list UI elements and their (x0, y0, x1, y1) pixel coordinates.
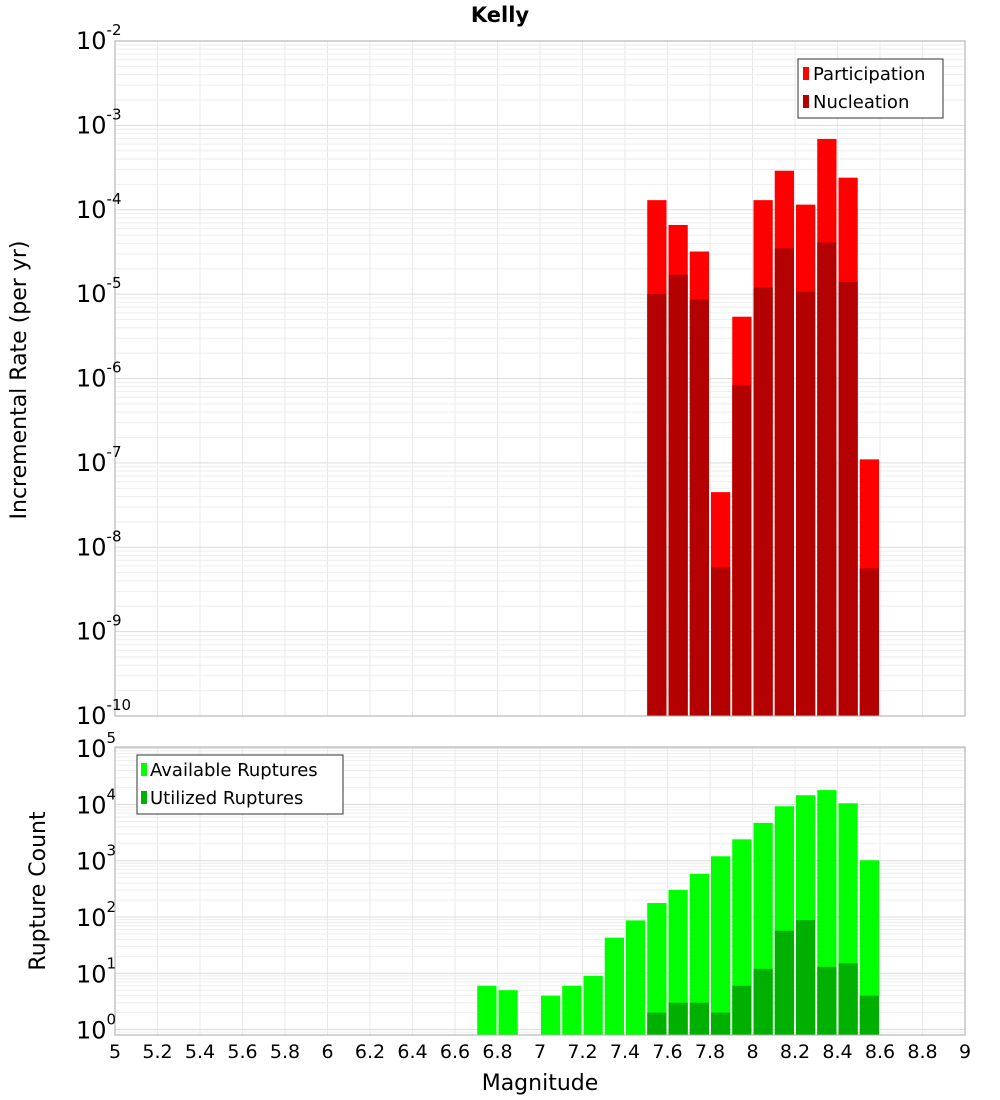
bar-nucleation (711, 567, 731, 716)
x-axis-label: Magnitude (482, 1071, 599, 1096)
top-legend: Participation Nucleation (797, 58, 944, 119)
chart-title: Kelly (471, 3, 530, 27)
bar-available-ruptures (711, 856, 731, 1035)
legend-label-nucleation: Nucleation (813, 92, 909, 113)
legend-swatch-utilized (141, 791, 147, 804)
bar-available-ruptures (562, 985, 582, 1035)
x-tick-label: 8.2 (780, 1041, 810, 1063)
y-tick-label: 10-2 (76, 21, 122, 55)
bar-available-ruptures (859, 860, 879, 1035)
bar-nucleation (838, 281, 858, 716)
x-tick-label: 6.6 (440, 1041, 470, 1063)
bar-utilized-ruptures (774, 930, 794, 1035)
bar-nucleation (689, 299, 709, 716)
y-tick-label: 10-8 (76, 527, 122, 561)
bar-nucleation (859, 568, 879, 716)
bar-utilized-ruptures (689, 1002, 709, 1035)
top-plot-frame (114, 40, 966, 717)
y-tick-label: 101 (76, 954, 116, 988)
y-tick-label: 10-7 (76, 443, 122, 477)
top-y-axis-label: Incremental Rate (per yr) (7, 241, 32, 520)
bar-utilized-ruptures (668, 1002, 688, 1035)
bar-utilized-ruptures (732, 985, 752, 1035)
y-tick-label: 100 (76, 1011, 116, 1045)
x-tick-label: 9 (959, 1041, 971, 1063)
y-tick-label: 104 (76, 785, 116, 819)
bar-available-ruptures (689, 873, 709, 1035)
x-tick-label: 7.4 (610, 1041, 640, 1063)
bottom-bars (477, 790, 879, 1035)
x-ticks: 5 5.2 5.4 5.6 5.8 6 6.2 6.4 6.6 6.8 7 7.2 7.4 7.6 7.8 8… (109, 1041, 971, 1063)
y-tick-label: 102 (76, 898, 116, 932)
legend-label-available: Available Ruptures (150, 760, 318, 781)
y-tick-label: 10-6 (76, 359, 122, 393)
bar-available-ruptures (541, 995, 561, 1035)
bottom-plot-frame (114, 746, 966, 1036)
top-grid (114, 40, 966, 717)
legend-swatch-nucleation (803, 95, 809, 108)
x-tick-label: 8.4 (822, 1041, 852, 1063)
x-tick-label: 6 (321, 1041, 333, 1063)
x-tick-label: 7 (534, 1041, 546, 1063)
top-bars (647, 138, 879, 717)
top-y-ticks: 10-10 10-9 10-8 10-7 10-6 10-5 10-4 10-3 10-2 (76, 21, 131, 730)
bar-available-ruptures (647, 903, 667, 1035)
bar-available-ruptures (604, 937, 624, 1035)
bar-utilized-ruptures (711, 1012, 731, 1035)
bar-nucleation (732, 385, 752, 716)
legend-swatch-available (141, 763, 147, 776)
bar-available-ruptures (477, 985, 497, 1035)
bar-utilized-ruptures (838, 963, 858, 1035)
bar-nucleation (647, 294, 667, 716)
y-tick-label: 10-5 (76, 274, 122, 308)
y-tick-label: 10-9 (76, 612, 122, 646)
bar-available-ruptures (626, 920, 646, 1035)
x-tick-label: 5.2 (142, 1041, 172, 1063)
bar-nucleation (668, 274, 688, 716)
bar-utilized-ruptures (817, 966, 837, 1035)
bottom-legend: Available Ruptures Utilized Ruptures (136, 754, 344, 815)
x-tick-label: 6.8 (482, 1041, 512, 1063)
bar-utilized-ruptures (647, 1012, 667, 1035)
bar-nucleation (753, 287, 773, 716)
legend-label-participation: Participation (813, 64, 925, 85)
x-tick-label: 8.6 (865, 1041, 895, 1063)
x-tick-label: 7.6 (652, 1041, 682, 1063)
x-tick-label: 7.8 (695, 1041, 725, 1063)
bottom-y-axis-label: Rupture Count (26, 811, 51, 971)
bar-nucleation (796, 291, 816, 716)
y-tick-label: 10-10 (76, 696, 131, 730)
x-tick-label: 8.8 (907, 1041, 937, 1063)
bar-available-ruptures (668, 889, 688, 1035)
bar-utilized-ruptures (859, 995, 879, 1035)
legend-label-utilized: Utilized Ruptures (150, 788, 303, 809)
bar-nucleation (817, 242, 837, 716)
y-tick-label: 103 (76, 842, 116, 876)
x-tick-label: 5.4 (185, 1041, 215, 1063)
x-tick-label: 5 (109, 1041, 121, 1063)
x-tick-label: 8 (746, 1041, 758, 1063)
x-tick-label: 5.6 (227, 1041, 257, 1063)
y-tick-label: 105 (76, 729, 116, 763)
y-tick-label: 10-3 (76, 105, 122, 139)
x-tick-label: 6.2 (355, 1041, 385, 1063)
x-tick-label: 5.8 (270, 1041, 300, 1063)
y-tick-label: 10-4 (76, 190, 122, 224)
x-tick-label: 6.4 (397, 1041, 427, 1063)
bar-utilized-ruptures (753, 968, 773, 1035)
x-tick-label: 7.2 (567, 1041, 597, 1063)
bottom-y-ticks: 100 101 102 103 104 105 (76, 729, 116, 1044)
bar-utilized-ruptures (796, 920, 816, 1035)
legend-swatch-participation (803, 67, 809, 80)
bar-available-ruptures (583, 975, 603, 1035)
bar-available-ruptures (498, 990, 518, 1035)
bar-nucleation (774, 248, 794, 717)
